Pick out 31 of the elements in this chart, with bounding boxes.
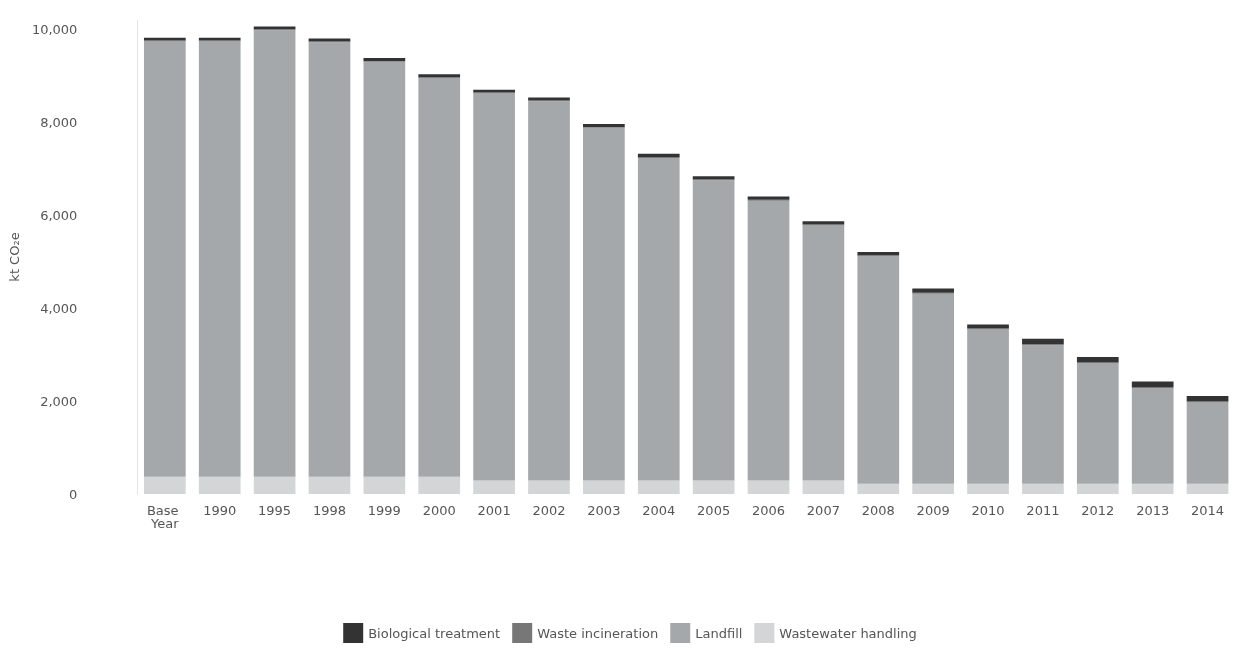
x-tick-label: 2013: [1136, 503, 1170, 518]
y-tick-label: 2,000: [40, 393, 78, 409]
x-tick-label: 2012: [1081, 503, 1115, 518]
x-tick-label: 2010: [971, 503, 1005, 518]
legend-label: Biological treatment: [368, 625, 501, 641]
x-tick-label: 2002: [532, 503, 566, 518]
x-tick-label: 1995: [258, 503, 292, 518]
x-tick-label: 2008: [861, 503, 895, 518]
x-tick-label: 2009: [916, 503, 950, 518]
x-tick-label: 1999: [367, 503, 401, 518]
y-axis-title: kt CO₂e: [7, 232, 22, 282]
x-tick-label: 1998: [312, 503, 347, 518]
x-tick-label: 2014: [1191, 503, 1225, 518]
x-tick-label: 2005: [697, 503, 731, 518]
y-tick-label: 0: [69, 486, 78, 502]
x-tick-label: 2006: [751, 503, 786, 518]
y-tick-label: 6,000: [40, 207, 78, 223]
y-tick-label: 8,000: [40, 114, 78, 130]
legend-label: Waste incineration: [537, 625, 659, 641]
x-tick-label: 1990: [203, 503, 237, 518]
legend-label: Wastewater handling: [779, 625, 917, 641]
legend-label: Landfill: [695, 625, 743, 641]
x-tick-label: 2007: [806, 503, 840, 518]
x-tick-label: 2004: [642, 503, 676, 518]
y-tick-label: 10,000: [31, 21, 78, 37]
x-tick-label: 2000: [422, 503, 456, 518]
x-tick-label: Base Year: [146, 503, 183, 531]
x-tick-label: 2011: [1026, 503, 1060, 518]
x-tick-label: 2001: [477, 503, 511, 518]
y-tick-label: 4,000: [40, 300, 78, 316]
x-tick-label: 2003: [587, 503, 621, 518]
